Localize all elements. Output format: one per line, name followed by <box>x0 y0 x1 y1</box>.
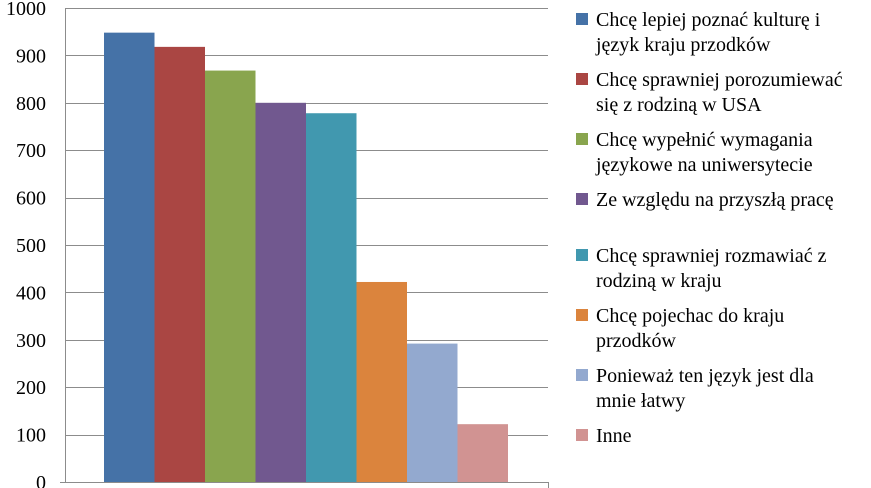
y-tick-label: 600 <box>16 188 46 210</box>
legend-label: przodków <box>596 330 677 352</box>
bar-7 <box>407 343 458 482</box>
y-tick-label: 0 <box>36 472 46 488</box>
y-tick-label: 100 <box>16 425 46 447</box>
axes <box>60 8 549 488</box>
bar-4 <box>255 102 306 483</box>
y-tick-label: 800 <box>16 93 46 115</box>
legend-label: Inne <box>596 425 632 447</box>
legend-label: Chcę sprawniej porozumiewać <box>596 69 843 91</box>
legend-label: rodziną w kraju <box>596 270 722 292</box>
bar-5 <box>306 113 357 482</box>
legend-entry-4: Ze względu na przyszłą pracę <box>576 189 834 211</box>
legend-entry-2: Chcę sprawniej porozumiewać się z rodziną… <box>576 69 843 116</box>
legend-swatch <box>576 249 588 261</box>
legend-entry-7: Ponieważ ten język jest dla mnie łatwy <box>576 365 814 412</box>
bar-6 <box>356 281 407 482</box>
legend-entry-3: Chcę wypełnić wymagania językowe na uniwe… <box>576 129 813 176</box>
y-tick-label: 1000 <box>6 0 46 20</box>
legend-label: Ponieważ ten język jest dla <box>596 365 814 387</box>
legend: Chcę lepiej poznać kulturę i język kraju … <box>576 9 843 447</box>
legend-label: Ze względu na przyszłą pracę <box>596 189 834 211</box>
y-tick-label: 200 <box>16 377 46 399</box>
y-tick-label: 500 <box>16 235 46 257</box>
legend-entry-6: Chcę pojechac do kraju przodków <box>576 305 784 352</box>
y-tick-label: 300 <box>16 330 46 352</box>
legend-label: mnie łatwy <box>596 390 685 412</box>
legend-swatch <box>576 309 588 321</box>
legend-swatch <box>576 193 588 205</box>
legend-label: język kraju przodków <box>595 34 771 56</box>
legend-swatch <box>576 369 588 381</box>
legend-swatch <box>576 73 588 85</box>
legend-entry-5: Chcę sprawniej rozmawiać z rodziną w kraj… <box>576 245 827 292</box>
y-tick-label: 700 <box>16 140 46 162</box>
bar-8 <box>457 424 508 482</box>
bars <box>104 32 508 483</box>
legend-label: językowe na uniwersytecie <box>595 154 813 176</box>
legend-entry-1: Chcę lepiej poznać kulturę i język kraju … <box>576 9 821 56</box>
legend-label: się z rodziną w USA <box>596 94 762 116</box>
legend-swatch <box>576 133 588 145</box>
y-tick-label: 400 <box>16 282 46 304</box>
legend-label: Chcę pojechac do kraju <box>596 305 784 327</box>
bar-3 <box>205 70 256 483</box>
legend-label: Chcę wypełnić wymagania <box>596 129 813 151</box>
legend-swatch <box>576 429 588 441</box>
legend-label: Chcę lepiej poznać kulturę i <box>596 9 821 31</box>
legend-entry-8: Inne <box>576 425 632 447</box>
bar-2 <box>154 46 205 482</box>
legend-swatch <box>576 13 588 25</box>
y-tick-label: 900 <box>16 45 46 67</box>
bar-1 <box>104 32 155 482</box>
legend-label: Chcę sprawniej rozmawiać z <box>596 245 827 267</box>
y-axis-tick-labels: 0 100 200 300 400 500 600 700 800 900 1000 <box>6 0 46 488</box>
